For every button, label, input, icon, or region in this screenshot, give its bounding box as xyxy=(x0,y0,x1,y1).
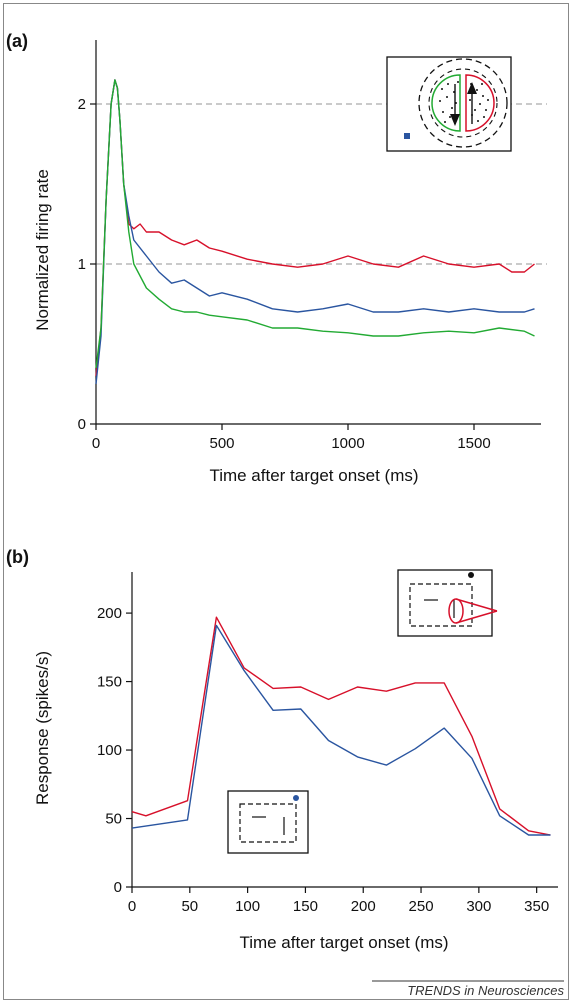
panel-b-series xyxy=(131,616,551,836)
x-tick-label: 350 xyxy=(524,898,549,915)
panel-a-x-axis-label: Time after target onset (ms) xyxy=(209,466,418,485)
y-tick-label: 0 xyxy=(78,416,86,433)
fixation-dot-icon xyxy=(293,795,299,801)
panel-a-y-axis-label: Normalized firing rate xyxy=(33,169,52,331)
y-tick-label: 150 xyxy=(97,674,122,691)
panel-b-inset-receptive-field-diagram xyxy=(397,569,498,637)
figure: (a) Normalized firing rate Time after ta… xyxy=(3,3,569,1000)
x-tick-label: 250 xyxy=(409,898,434,915)
panel-b-x-axis-label: Time after target onset (ms) xyxy=(239,933,448,952)
x-tick-label: 150 xyxy=(293,898,318,915)
panel-b: (b) Response (spikes/s) Time after targe… xyxy=(6,547,558,952)
arrow-down-icon xyxy=(450,114,460,126)
y-tick-label: 0 xyxy=(114,879,122,896)
y-tick-label: 2 xyxy=(78,96,86,113)
panel-b-inset-control-diagram xyxy=(227,790,309,854)
x-tick-label: 0 xyxy=(128,898,136,915)
journal-credit: TRENDS in Neurosciences xyxy=(407,983,564,998)
x-tick-label: 1500 xyxy=(457,435,490,452)
fixation-square-icon xyxy=(404,133,410,139)
panel-a-axes: 0 500 1000 1500 0 1 2 xyxy=(78,40,541,452)
panel-a-inset-stimulus-diagram xyxy=(386,56,512,152)
figure-canvas: (a) Normalized firing rate Time after ta… xyxy=(6,31,564,998)
y-tick-label: 200 xyxy=(97,605,122,622)
panel-a: (a) Normalized firing rate Time after ta… xyxy=(6,31,547,485)
y-tick-label: 100 xyxy=(97,742,122,759)
series-line xyxy=(131,616,551,836)
panel-b-y-axis-label: Response (spikes/s) xyxy=(33,651,52,805)
fixation-dot-icon xyxy=(468,572,474,578)
y-tick-label: 50 xyxy=(105,811,122,828)
x-tick-label: 1000 xyxy=(331,435,364,452)
y-tick-label: 1 xyxy=(78,256,86,273)
x-tick-label: 200 xyxy=(351,898,376,915)
series-line xyxy=(131,624,551,836)
x-tick-label: 50 xyxy=(181,898,198,915)
x-tick-label: 0 xyxy=(92,435,100,452)
x-tick-label: 100 xyxy=(235,898,260,915)
arrow-up-icon xyxy=(467,82,477,94)
x-tick-label: 300 xyxy=(466,898,491,915)
panel-a-label: (a) xyxy=(6,31,28,51)
panel-b-axes: 0 50 100 150 200 250 300 350 0 50 100 150 200 xyxy=(97,572,558,915)
panel-b-label: (b) xyxy=(6,547,29,567)
series-line xyxy=(95,79,535,369)
x-tick-label: 500 xyxy=(209,435,234,452)
panel-a-series xyxy=(95,79,535,385)
